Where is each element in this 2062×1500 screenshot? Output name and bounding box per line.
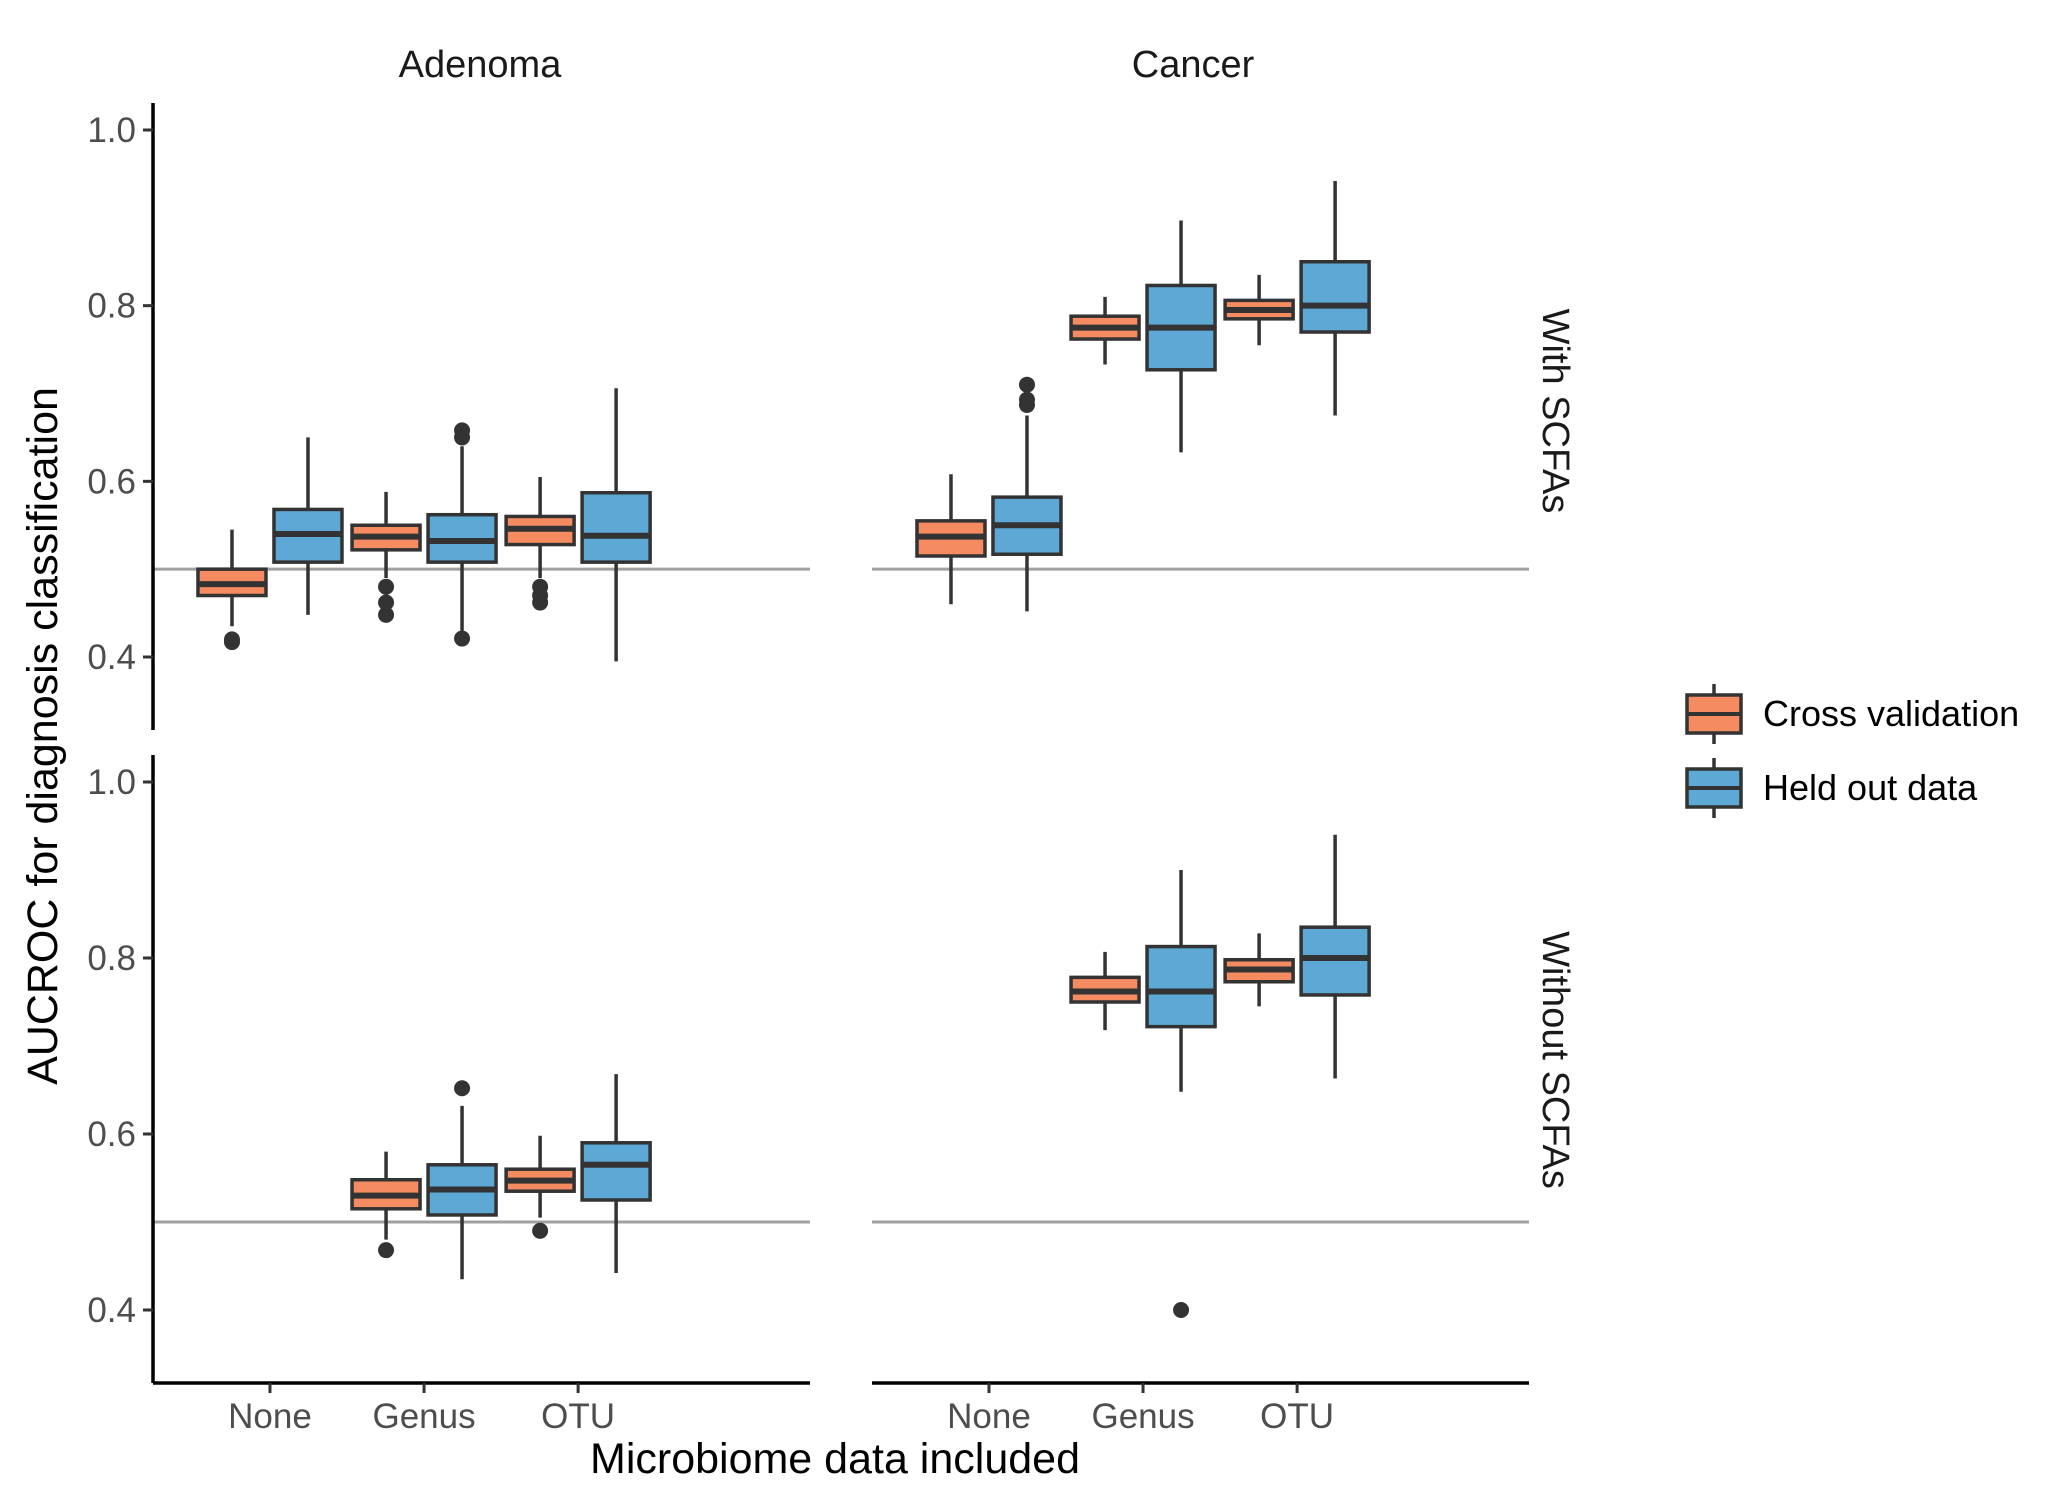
box-genus-held-out-data — [1145, 870, 1217, 1318]
y-tick-label: 0.8 — [87, 287, 136, 326]
outlier-point — [532, 594, 549, 611]
box-genus-held-out-data — [426, 1080, 498, 1280]
strip-label-without-scfas: Without SCFAs — [1534, 931, 1576, 1189]
box-body — [1299, 925, 1371, 997]
box-body — [580, 491, 652, 564]
legend-key-held-out-data — [1685, 758, 1743, 818]
box-otu-cross-validation — [1223, 933, 1295, 1007]
box-none-held-out-data — [272, 437, 344, 615]
box-otu-held-out-data — [580, 1074, 652, 1274]
panel-with-scfas-cancer — [872, 180, 1529, 612]
legend-label-held-out-data: Held out data — [1763, 767, 1978, 808]
y-tick-label: 0.8 — [87, 939, 136, 978]
axes: 0.4 0.6 0.8 1.0 0.4 0.6 0.8 1.0 None Genus OTU None… — [87, 103, 1529, 1436]
x-tick-label-none: None — [228, 1397, 312, 1436]
box-body — [1145, 944, 1217, 1029]
box-genus-held-out-data — [1145, 220, 1217, 453]
panel-with-scfas-adenoma — [153, 388, 810, 662]
box-genus-cross-validation — [350, 491, 422, 623]
outlier-point — [378, 606, 395, 623]
x-tick-label-none: None — [947, 1397, 1031, 1436]
box-body — [1299, 260, 1371, 334]
outlier-point — [378, 594, 395, 611]
legend-label-cross-validation: Cross validation — [1763, 693, 2019, 734]
box-otu-held-out-data — [580, 388, 652, 662]
outlier-point — [1173, 1302, 1190, 1318]
y-axis-title: AUCROC for diagnosis classification — [19, 387, 67, 1085]
box-genus-cross-validation — [1069, 951, 1141, 1031]
box-genus-held-out-data — [426, 422, 498, 647]
x-axis-title: Microbiome data included — [590, 1435, 1080, 1483]
y-tick-label: 0.4 — [87, 638, 136, 677]
box-none-cross-validation — [196, 529, 268, 651]
outlier-point — [454, 630, 471, 647]
legend-key-cross-validation — [1685, 684, 1743, 744]
box-otu-held-out-data — [1299, 180, 1371, 416]
y-tick-label: 0.6 — [87, 1115, 136, 1154]
x-tick-label-genus: Genus — [1091, 1397, 1194, 1436]
strip-label-cancer: Cancer — [1132, 44, 1255, 86]
y-tick-label: 1.0 — [87, 763, 136, 802]
outlier-point — [454, 1080, 471, 1097]
x-tick-label-otu: OTU — [1260, 1397, 1334, 1436]
outlier-point — [454, 429, 471, 446]
legend: Cross validation Held out data — [1685, 684, 2019, 818]
strip-label-adenoma: Adenoma — [399, 44, 563, 86]
box-genus-cross-validation — [350, 1151, 422, 1259]
outlier-point — [1018, 376, 1035, 393]
x-tick-label-genus: Genus — [372, 1397, 475, 1436]
y-tick-label: 1.0 — [87, 111, 136, 150]
outlier-point — [378, 578, 395, 595]
box-none-cross-validation — [915, 474, 987, 605]
panel-without-scfas-adenoma — [153, 1074, 810, 1280]
box-genus-cross-validation — [1069, 296, 1141, 365]
box-otu-cross-validation — [1223, 274, 1295, 346]
x-tick-label-otu: OTU — [541, 1397, 615, 1436]
y-tick-label: 0.6 — [87, 462, 136, 501]
outlier-point — [223, 634, 240, 651]
outlier-point — [1018, 396, 1035, 413]
box-none-held-out-data — [991, 376, 1063, 612]
outlier-point — [378, 1242, 395, 1259]
box-otu-cross-validation — [504, 1135, 576, 1239]
panel-without-scfas-cancer — [872, 834, 1529, 1318]
box-body — [580, 1141, 652, 1202]
outlier-point — [532, 1222, 549, 1239]
strip-label-with-scfas: With SCFAs — [1534, 309, 1576, 514]
box-otu-cross-validation — [504, 476, 576, 611]
y-tick-label: 0.4 — [87, 1291, 136, 1330]
box-otu-held-out-data — [1299, 834, 1371, 1079]
